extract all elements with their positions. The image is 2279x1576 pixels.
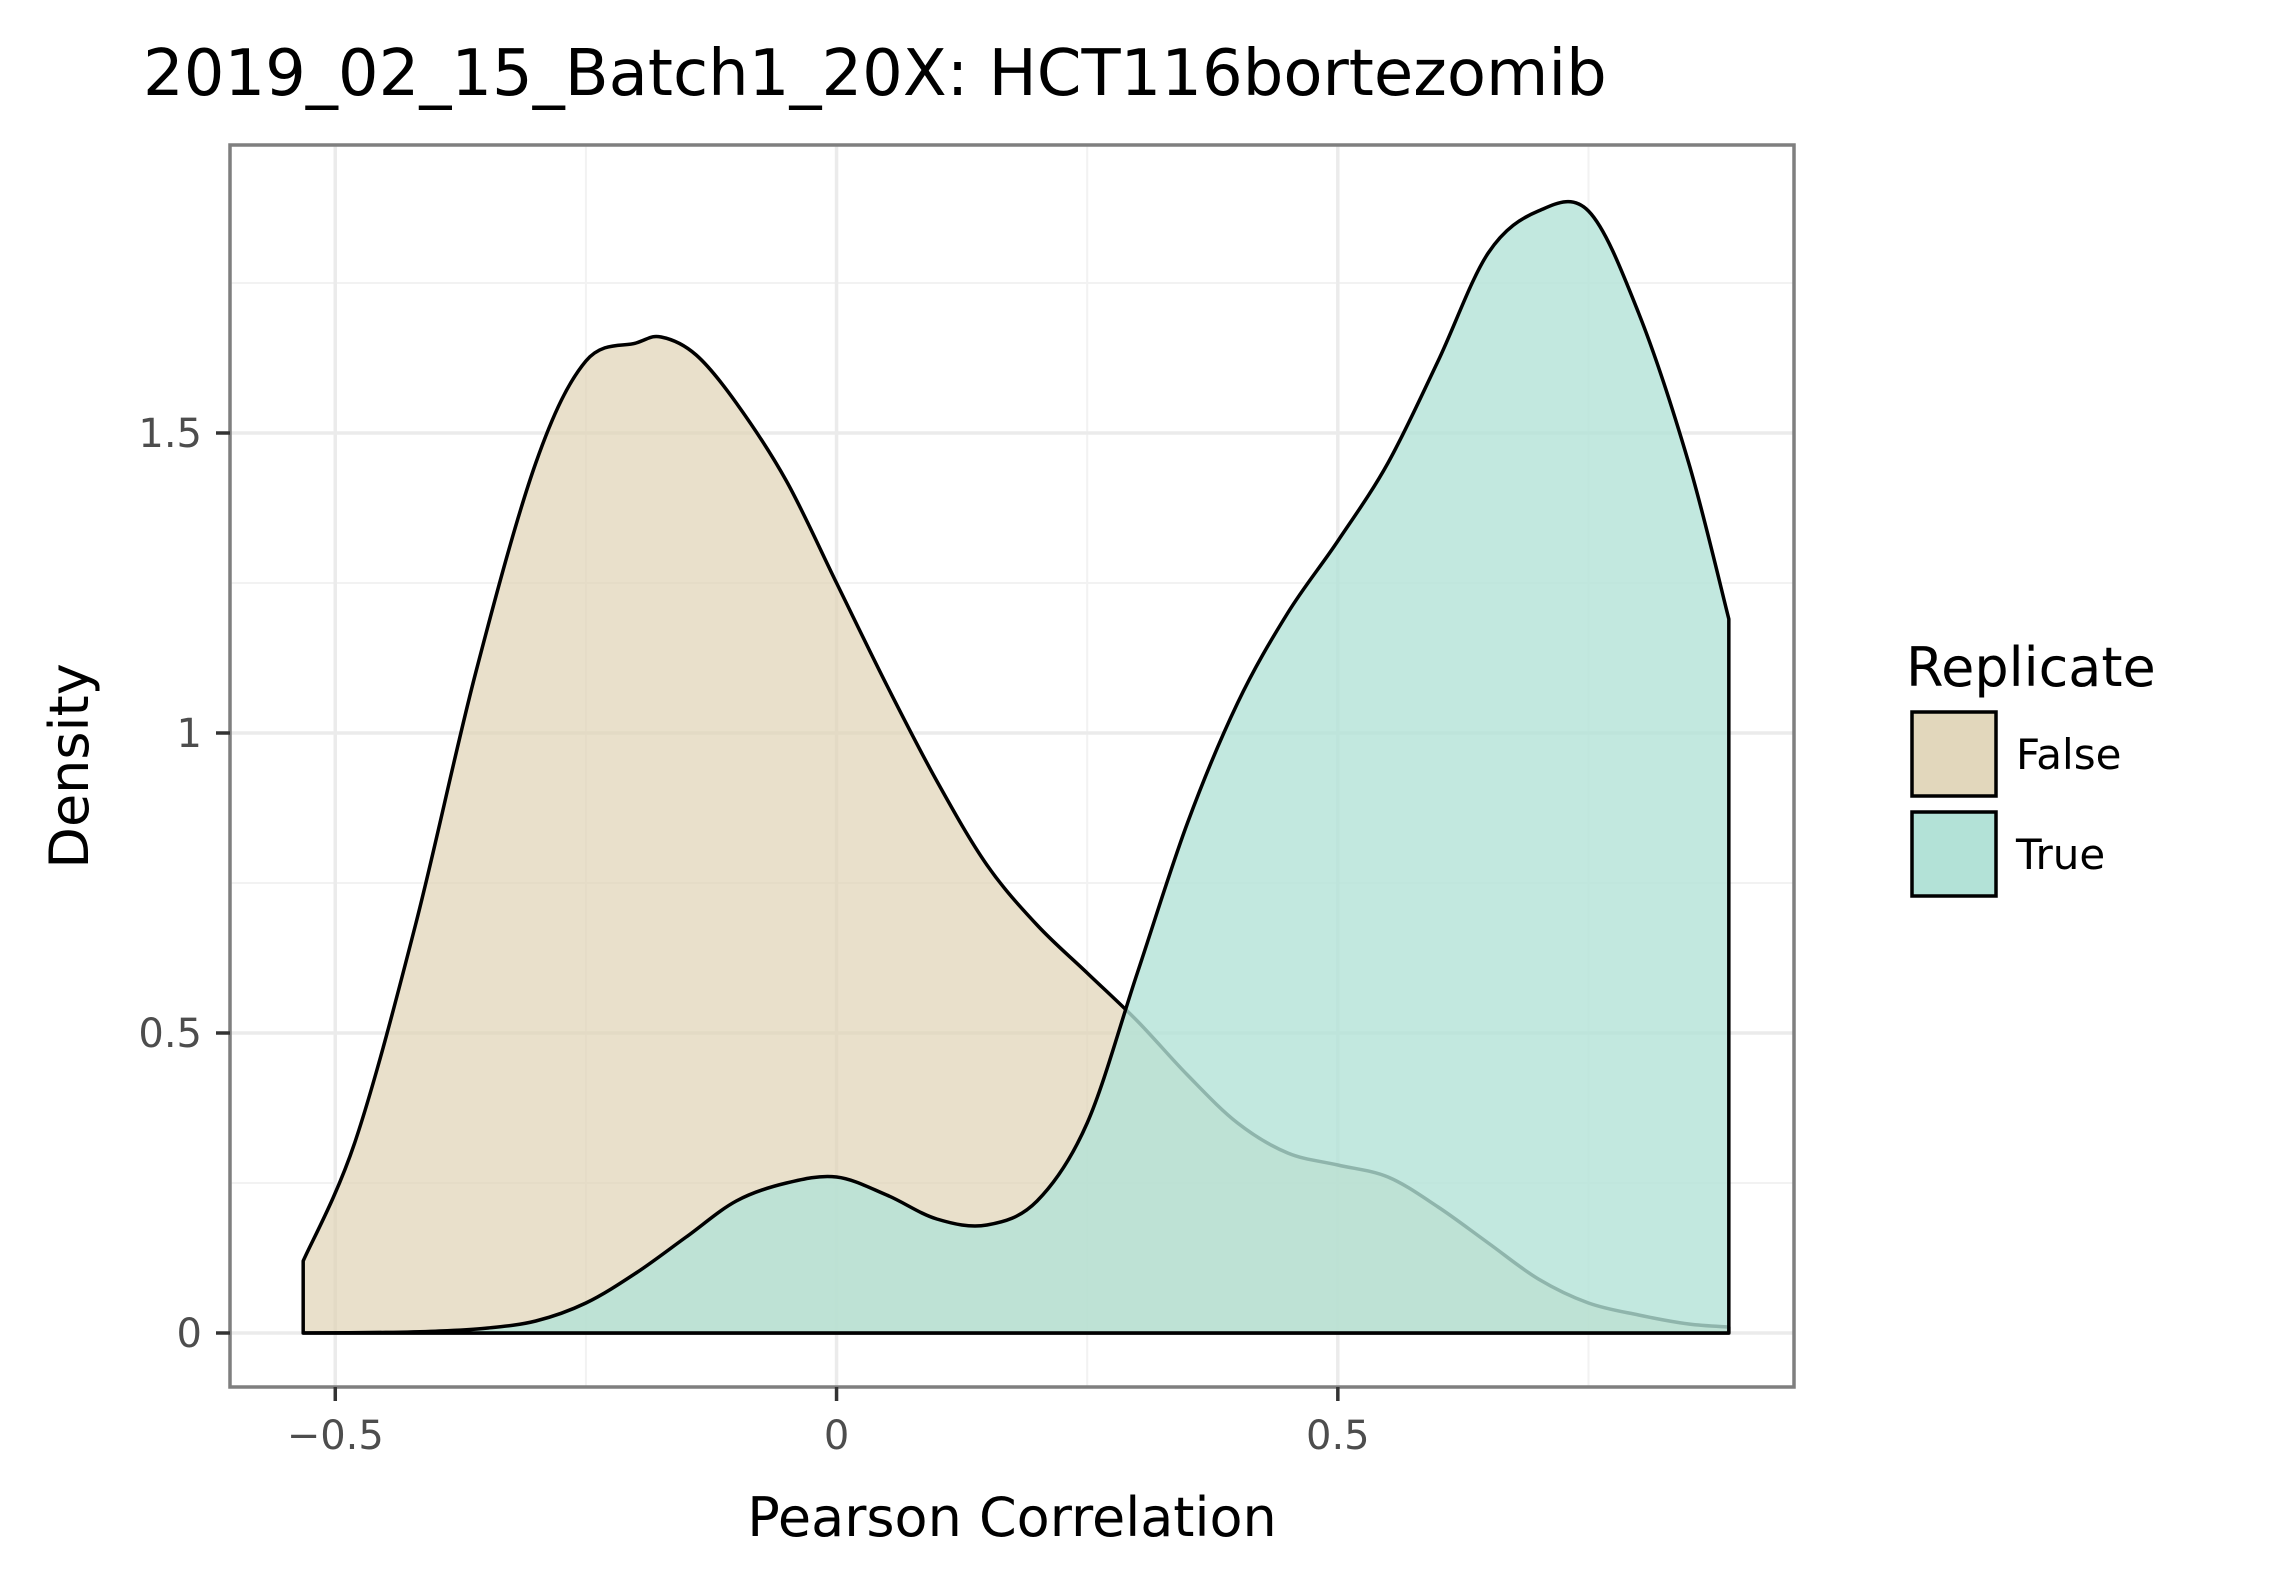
x-axis-title: Pearson Correlation — [747, 1486, 1276, 1549]
legend-key-false — [1910, 710, 1998, 798]
y-axis: 0 0.5 1 1.5 — [138, 411, 230, 1357]
y-tick-label: 0 — [177, 1311, 202, 1357]
series-layer — [301, 199, 1731, 1335]
chart-title: 2019_02_15_Batch1_20X: HCT116bortezomib — [143, 37, 1607, 111]
y-tick-label: 0.5 — [138, 1011, 202, 1057]
x-axis: −0.5 0 0.5 — [287, 1387, 1370, 1459]
y-tick-label: 1.5 — [138, 411, 202, 457]
legend-label-true: True — [2015, 830, 2105, 879]
density-area-true — [301, 199, 1731, 1335]
legend-label-false: False — [2016, 730, 2121, 779]
x-tick-label: 0.5 — [1306, 1413, 1370, 1459]
y-axis-title: Density — [38, 663, 101, 868]
x-tick-label: −0.5 — [287, 1413, 384, 1459]
legend-key-true — [1910, 810, 1998, 898]
legend-title: Replicate — [1906, 636, 2156, 699]
legend: Replicate False True — [1906, 636, 2156, 898]
x-tick-label: 0 — [824, 1413, 849, 1459]
y-tick-label: 1 — [177, 711, 202, 757]
plot-border — [228, 143, 1796, 1389]
